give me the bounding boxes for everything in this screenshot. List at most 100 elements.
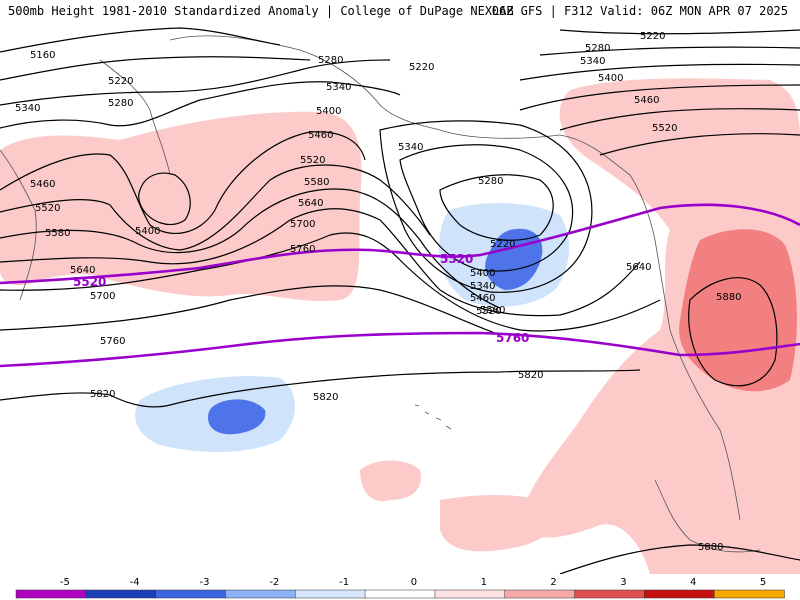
label-5340-w: 5340 (15, 103, 40, 114)
label-5520-ne: 5520 (652, 123, 677, 134)
label-5580-low: 5580 (480, 305, 505, 316)
label-5220-n: 5220 (409, 62, 434, 73)
label-5160: 5160 (30, 50, 55, 61)
positive-anomaly-hawaii-south (360, 460, 421, 502)
label-5880-mexico: 5880 (698, 542, 723, 553)
hawaii-islands (414, 404, 452, 430)
label-5580-w: 5580 (45, 228, 70, 239)
header: 500mb Height 1981-2010 Standardized Anom… (0, 0, 800, 22)
contour-5760 (0, 285, 501, 336)
contour-ne-5340 (519, 63, 800, 81)
contour-5280-nw (0, 59, 391, 106)
label-5640-w: 5640 (70, 265, 95, 276)
colorbar-tick-label: -1 (339, 577, 349, 588)
contour-mexico-5880 (559, 544, 800, 574)
label-5220-low: 5220 (490, 239, 515, 250)
colorbar-swatch (713, 589, 785, 599)
strong-positive-anomaly (679, 229, 797, 392)
positive-anomaly-south (440, 495, 558, 552)
colorbar-swatch (155, 589, 227, 599)
colorbar-tick-label: -2 (269, 577, 279, 588)
contour-labels: 5160 5220 5280 5340 5280 5220 5340 5400 … (15, 31, 741, 553)
contour-5820 (0, 369, 641, 408)
label-5340-lowb: 5340 (470, 281, 495, 292)
label-5820-w: 5820 (90, 389, 115, 400)
colorbar-swatch (644, 589, 715, 599)
colorbar-tick-label: 1 (481, 577, 487, 588)
map-title: 500mb Height 1981-2010 Standardized Anom… (8, 4, 514, 18)
label-5640-e: 5640 (626, 262, 651, 273)
colorbar-tick-label: 3 (620, 577, 626, 588)
contour-5640 (0, 208, 641, 317)
label-5400-low: 5400 (470, 268, 495, 279)
anomaly-shading (0, 78, 800, 574)
label-5280-ne: 5280 (585, 43, 610, 54)
label-5820-sw: 5820 (313, 392, 338, 403)
anomaly-colorbar: -5 -4 -3 -2 -1 0 1 2 3 4 5 (15, 577, 785, 599)
colorbar-tick-label: 5 (760, 577, 766, 588)
label-5520-low: 5520 (476, 306, 501, 317)
colorbar-swatch (225, 589, 297, 599)
colorbar-swatch (295, 589, 366, 599)
colorbar-swatch (504, 589, 576, 599)
contour-ne-5220 (559, 29, 800, 35)
label-5400-trough: 5400 (135, 226, 160, 237)
colorbar-swatch (85, 589, 157, 599)
colorbar-swatch (574, 589, 646, 599)
colorbar-swatch (15, 589, 87, 599)
coastline-mexico-baja (654, 479, 761, 553)
contour-5700 (0, 232, 661, 332)
purple-label-5520-c: 5520 (440, 252, 473, 266)
colorbar-tick-label: -4 (130, 577, 140, 588)
label-5760-n: 5760 (290, 244, 315, 255)
coastline-japan (0, 149, 37, 301)
coastline-kamchatka (99, 59, 171, 176)
label-5280-nw: 5280 (108, 98, 133, 109)
colorbar-tick-label: -3 (200, 577, 210, 588)
contour-5520 (0, 164, 431, 251)
label-5760-w: 5760 (100, 336, 125, 347)
contour-5400-low (379, 120, 593, 293)
contour-ne-5460 (559, 108, 800, 131)
contour-5340-low (399, 144, 574, 272)
label-5460-ne: 5460 (634, 95, 659, 106)
colorbar-swatch (434, 589, 506, 599)
colorbar-tick-label: 2 (550, 577, 556, 588)
positive-anomaly-east (520, 78, 800, 574)
label-5580-n: 5580 (304, 177, 329, 188)
label-5460-low: 5460 (470, 293, 495, 304)
contour-5580 (0, 188, 501, 309)
label-5220-nw: 5220 (108, 76, 133, 87)
label-5460-w: 5460 (30, 179, 55, 190)
purple-label-5520-w: 5520 (73, 275, 106, 289)
label-5820-c: 5820 (518, 370, 543, 381)
label-5280-low: 5280 (478, 176, 503, 187)
label-5340-ne: 5340 (580, 56, 605, 67)
colorbar-ticks: -5 -4 -3 -2 -1 0 1 2 3 4 5 (60, 577, 766, 588)
label-5460-n: 5460 (308, 130, 333, 141)
contour-5460 (0, 131, 366, 234)
model-run-info: 06Z GFS | F312 Valid: 06Z MON APR 07 202… (491, 4, 788, 18)
label-5400-ne: 5400 (598, 73, 623, 84)
colorbar-tick-label: -5 (60, 577, 70, 588)
contour-5220-nw (0, 56, 311, 81)
colorbar-swatch (364, 589, 436, 599)
purple-label-5760: 5760 (496, 331, 529, 345)
purple-contour-5760 (0, 331, 800, 368)
contour-5880-ridge (688, 277, 778, 387)
label-5520-n: 5520 (300, 155, 325, 166)
highlight-labels: 5520 5520 5760 (73, 252, 529, 345)
label-5640-n: 5640 (298, 198, 323, 209)
contour-5400-trough (138, 172, 191, 225)
contour-ne-5280 (539, 46, 800, 56)
contour-5340-w (0, 81, 401, 129)
highlighted-contours (0, 203, 800, 368)
label-5280-n: 5280 (318, 55, 343, 66)
coastline-north-america (629, 174, 741, 521)
label-5700-w: 5700 (90, 291, 115, 302)
contour-5160 (0, 27, 281, 53)
label-5340-n: 5340 (326, 82, 351, 93)
colorbar-swatches (15, 589, 785, 599)
label-5520-w: 5520 (35, 203, 60, 214)
contour-ne-5400 (519, 84, 800, 111)
